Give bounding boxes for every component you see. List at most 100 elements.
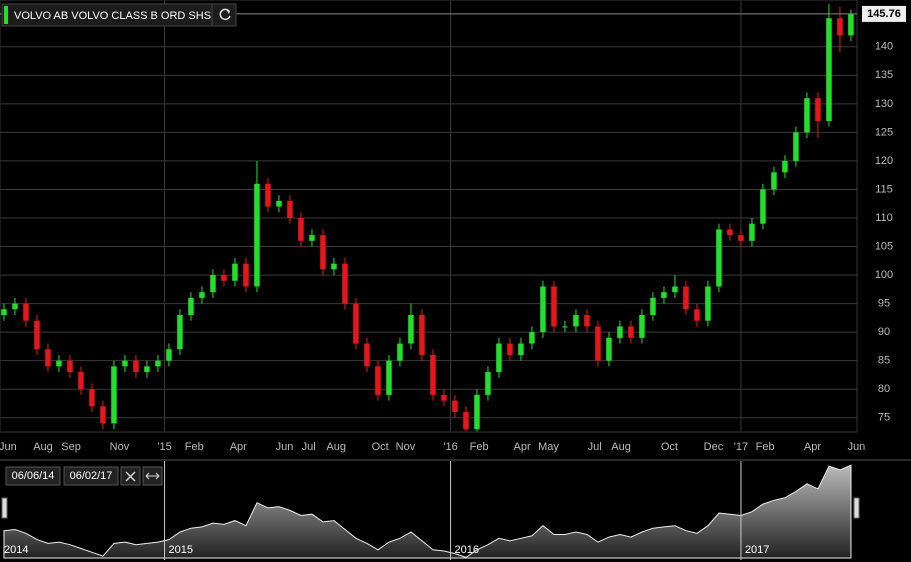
candle-body: [199, 292, 205, 298]
y-tick-label: 90: [878, 326, 890, 338]
candle-body: [111, 366, 117, 424]
navigator-handle[interactable]: [1, 497, 8, 519]
y-tick-label: 120: [875, 155, 893, 167]
candle-body: [562, 326, 568, 328]
candle-body: [815, 98, 821, 121]
candle-body: [793, 132, 799, 161]
range-selector: 06/06/14 06/02/17: [5, 466, 163, 486]
candle-body: [529, 332, 535, 344]
y-tick-label: 80: [878, 383, 890, 395]
candle-body: [672, 286, 678, 293]
x-tick-label: Jul: [302, 441, 316, 453]
end-date-box[interactable]: [63, 466, 119, 486]
candle-body: [89, 389, 95, 407]
candle-body: [320, 235, 326, 270]
y-tick-label: 100: [875, 269, 893, 281]
candle-body: [694, 309, 700, 321]
candle-body: [45, 349, 51, 367]
candle-body: [265, 183, 271, 207]
y-tick-label: 140: [875, 41, 893, 53]
refresh-button[interactable]: [219, 8, 231, 21]
candle-body: [595, 326, 601, 361]
x-tick-label: May: [538, 441, 559, 453]
start-date[interactable]: 06/06/14: [12, 470, 55, 482]
x-tick-label: Jul: [588, 441, 602, 453]
x-tick-label: Aug: [33, 441, 53, 453]
start-date-box[interactable]: [5, 466, 61, 486]
candle-body: [133, 360, 139, 373]
navigator-handle[interactable]: [853, 497, 860, 519]
candle-body: [100, 406, 106, 424]
candle-body: [1, 309, 7, 316]
refresh-arrow[interactable]: [226, 9, 230, 14]
candle-body: [364, 343, 370, 367]
x-tick-label: Apr: [804, 441, 821, 453]
candle-body: [122, 360, 128, 367]
x-tick-label: Oct: [661, 441, 678, 453]
candle-body: [287, 200, 293, 218]
reset-icon[interactable]: [125, 471, 136, 482]
y-tick-label: 125: [875, 126, 893, 138]
candle-body: [518, 343, 524, 355]
candle-body: [760, 189, 766, 224]
title-box: [1, 3, 237, 27]
candles: 145.76: [0, 3, 906, 432]
x-tick-label: Nov: [110, 441, 130, 453]
candle-body: [12, 303, 18, 310]
y-tick-label: 85: [878, 355, 890, 367]
navigator: 2014 2015 2016 2017: [1, 461, 860, 560]
navigator-year: 2017: [745, 544, 769, 556]
candle-body: [848, 13, 854, 36]
expand-icon[interactable]: [145, 472, 160, 480]
candle-body: [617, 326, 623, 338]
candle-body: [243, 263, 249, 287]
x-tick-label: Aug: [326, 441, 346, 453]
candle-body: [353, 303, 359, 344]
x-tick-label: Feb: [756, 441, 775, 453]
candle-body: [144, 366, 150, 373]
x-tick-label: Oct: [372, 441, 389, 453]
x-tick-label: Feb: [185, 441, 204, 453]
candle-body: [56, 360, 62, 367]
candle-body: [441, 394, 447, 401]
candle-body: [210, 275, 216, 293]
x-tick-label: Apr: [513, 441, 530, 453]
candle-body: [342, 263, 348, 304]
candle-body: [254, 183, 260, 287]
candle-body: [166, 349, 172, 361]
x-tick-label: Sep: [61, 441, 81, 453]
candle-body: [485, 372, 491, 395]
candle-body: [650, 297, 656, 316]
navigator-area: [3, 464, 852, 559]
x-tick-label: '16: [443, 441, 457, 453]
candle-body: [826, 18, 832, 121]
candle-body: [727, 229, 733, 236]
candle-body: [661, 292, 667, 298]
candle-body: [782, 160, 788, 173]
candle-body: [474, 394, 480, 430]
series-indicator: [4, 6, 8, 24]
candle-body: [639, 315, 645, 338]
navigator-year: 2014: [4, 544, 28, 556]
candle-body: [188, 297, 194, 316]
candle-body: [78, 372, 84, 390]
y-tick-label: 115: [875, 183, 893, 195]
candle-body: [331, 263, 337, 270]
y-tick-label: 135: [875, 69, 893, 81]
candle-body: [749, 223, 755, 241]
candle-body: [309, 235, 315, 241]
candle-body: [386, 360, 392, 395]
candle-body: [771, 172, 777, 190]
candle-body: [584, 315, 590, 327]
candle-body: [397, 343, 403, 361]
last-price-box: [862, 5, 906, 22]
end-date[interactable]: 06/02/17: [70, 470, 113, 482]
x-tick-label: '17: [734, 441, 748, 453]
candle-body: [716, 229, 722, 287]
candle-body: [67, 360, 73, 373]
candle-body: [628, 326, 634, 338]
candle-body: [738, 235, 744, 241]
chart-title: VOLVO AB VOLVO CLASS B ORD SHS: [14, 10, 211, 22]
